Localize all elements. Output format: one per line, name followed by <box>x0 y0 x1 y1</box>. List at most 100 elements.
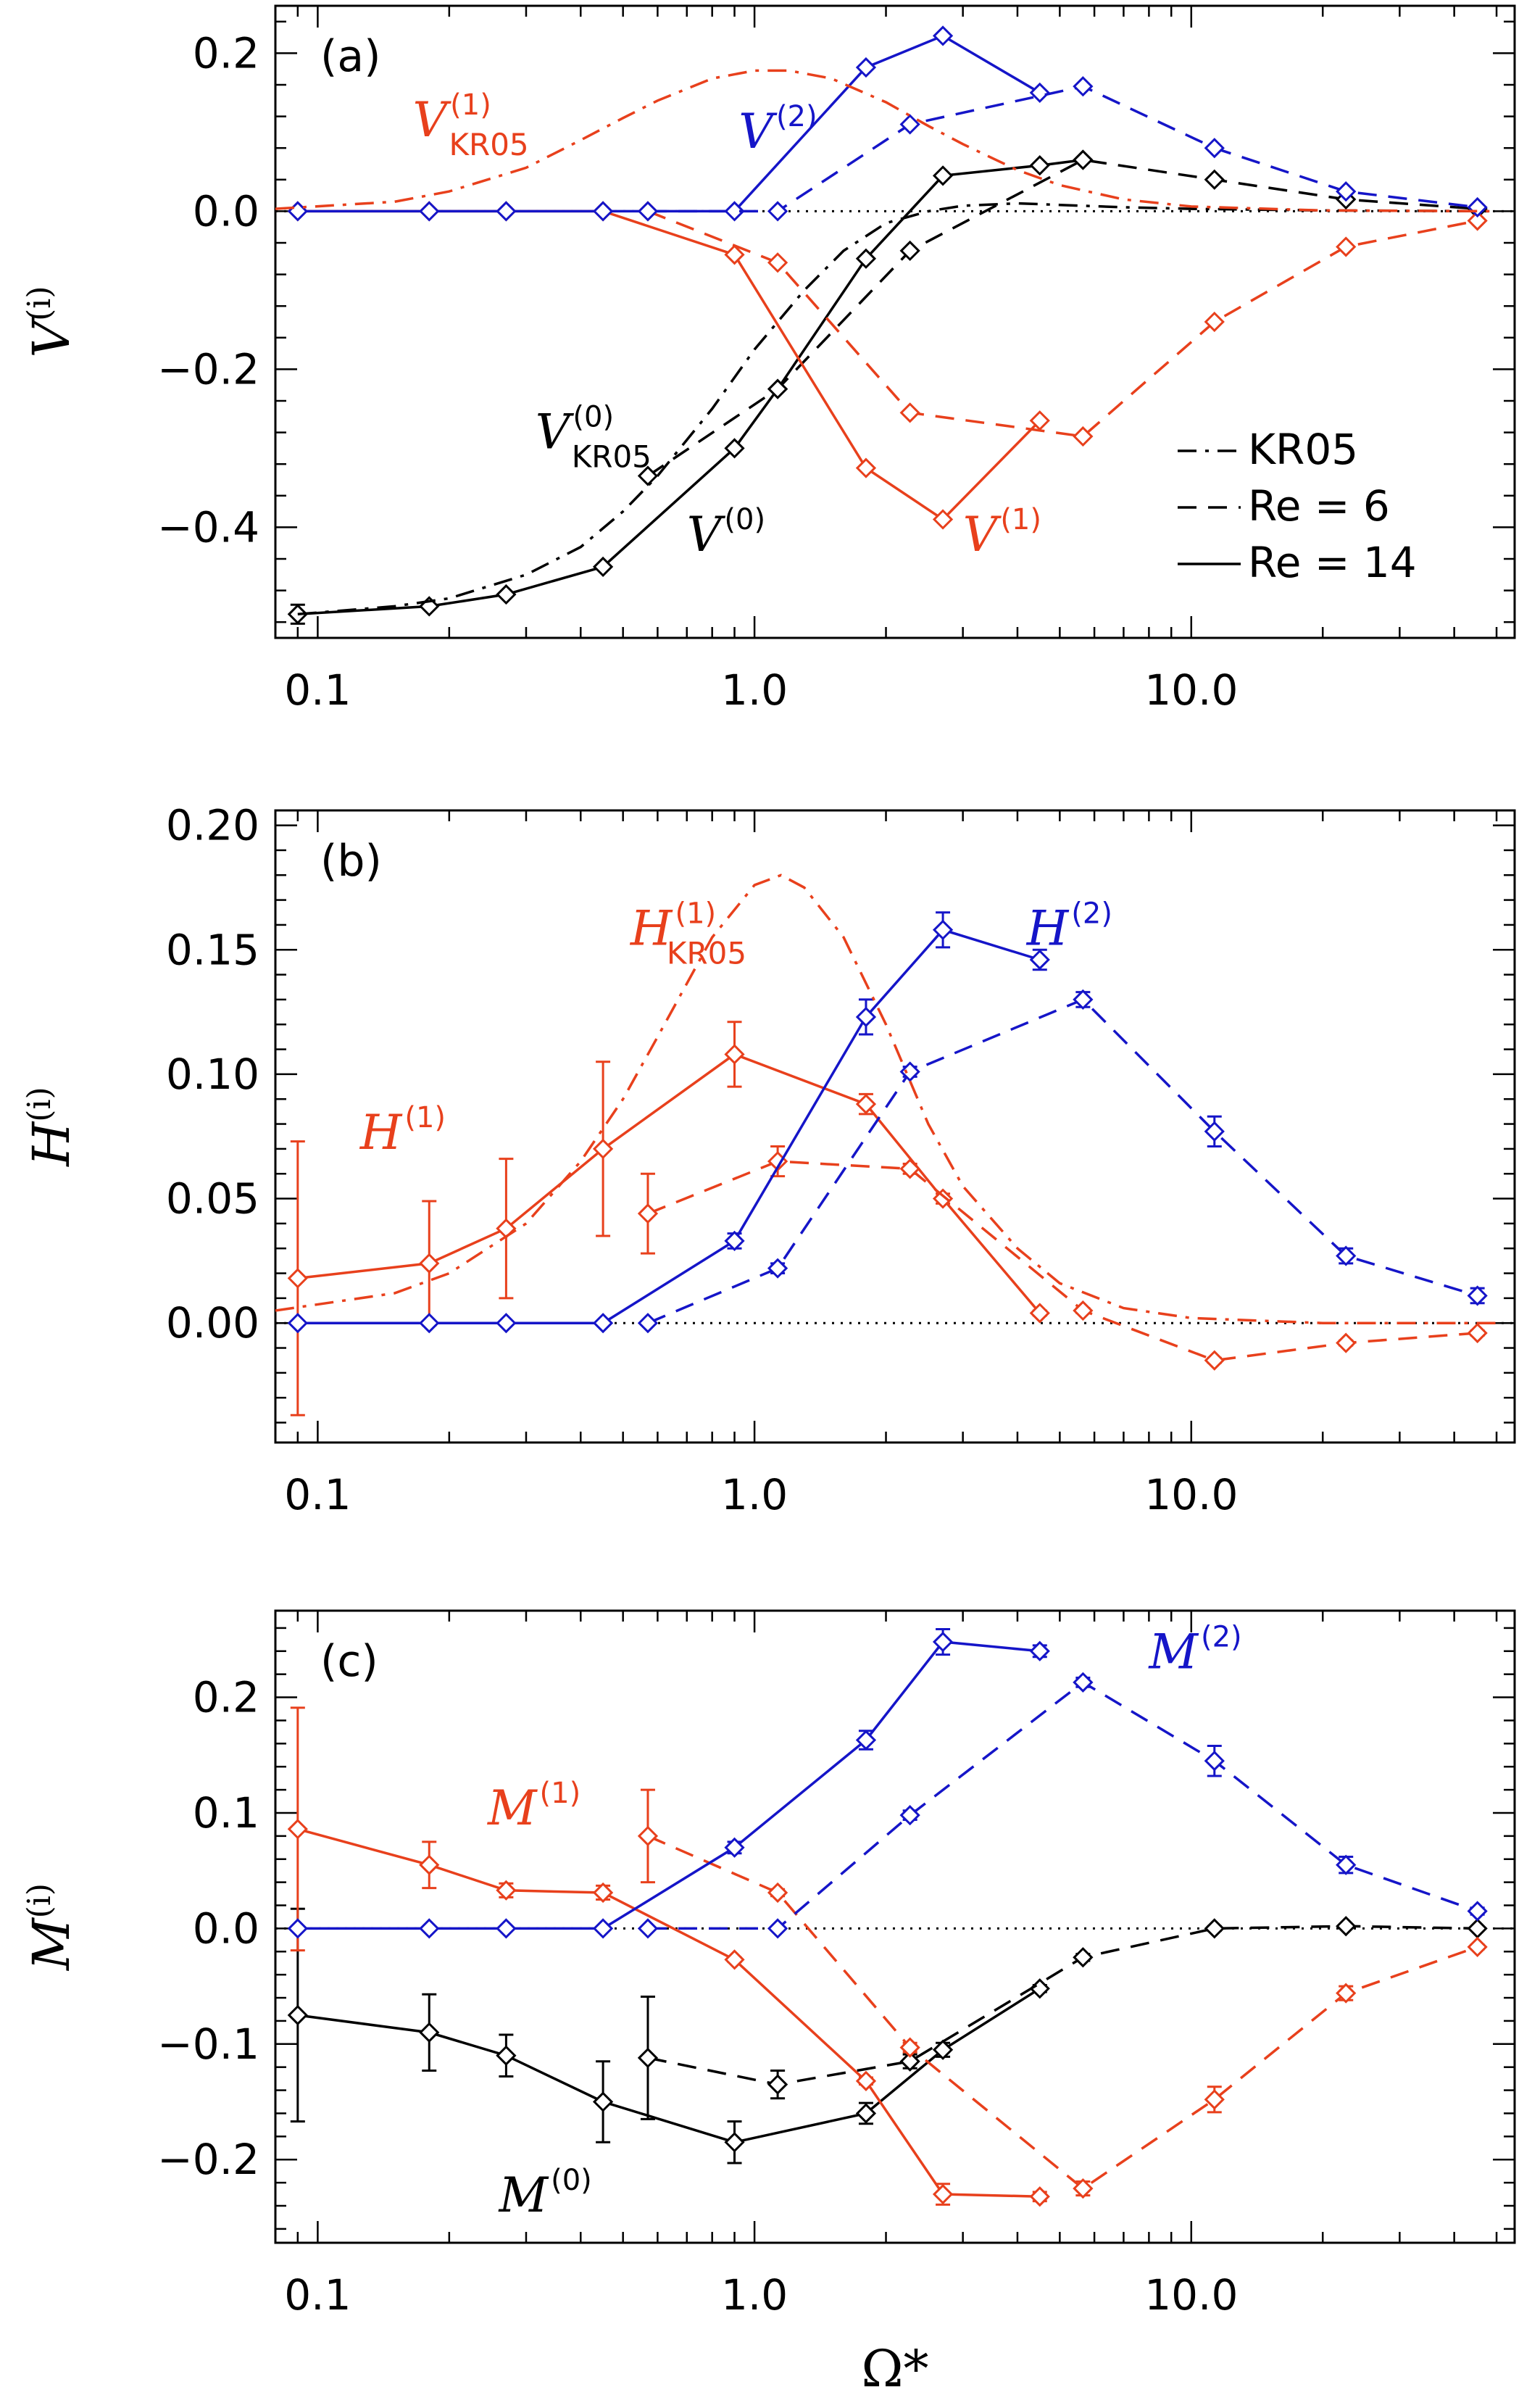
series-line <box>275 873 1497 1324</box>
legend-label: KR05 <box>1248 425 1358 474</box>
legend-label: Re = 14 <box>1248 538 1417 587</box>
y-tick-label: 0.00 <box>166 1298 259 1348</box>
data-point <box>592 1918 614 1939</box>
series-line <box>647 1925 1478 2086</box>
data-point <box>1073 426 1094 447</box>
annotation-sup: (1) <box>404 1101 446 1134</box>
x-tick-label: 1.0 <box>721 665 788 715</box>
series-line <box>297 928 1041 1324</box>
series-annotation: H (1) KR05 <box>630 897 746 971</box>
annotation-main: V <box>963 507 1002 563</box>
data-point <box>1204 2089 1225 2110</box>
data-point <box>932 1188 954 1209</box>
data-point <box>496 201 517 222</box>
y-tick-label: 0.0 <box>193 1904 259 1953</box>
data-point <box>855 457 877 478</box>
y-tick-label: 0.15 <box>166 925 259 974</box>
data-point <box>724 244 745 265</box>
data-point <box>1336 1916 1357 1937</box>
series-h-2-re-6 <box>637 989 1488 1334</box>
x-tick-label: 10.0 <box>1144 1470 1238 1519</box>
data-point <box>1467 1936 1488 1958</box>
y-tick-label: 0.05 <box>166 1174 259 1224</box>
data-point <box>767 1918 788 1939</box>
series-annotation: V (0) <box>687 503 765 563</box>
data-point <box>1336 236 1357 257</box>
axes-frame <box>274 4 1516 639</box>
series-v-0-kr05 <box>297 202 1497 616</box>
data-point <box>1336 1332 1357 1353</box>
series-m-1-re-14 <box>287 1706 1050 2207</box>
data-point <box>724 1837 745 1858</box>
legend-label: Re = 6 <box>1248 481 1390 531</box>
data-point <box>1467 1285 1488 1306</box>
series-v-1-kr05 <box>275 69 1497 213</box>
y-tick-label: −0.1 <box>157 2020 259 2069</box>
data-point <box>1204 1918 1225 1939</box>
data-point <box>637 1918 659 1939</box>
series-line <box>647 1160 1478 1362</box>
panel-label: (b) <box>320 836 382 887</box>
series-h-1-kr05 <box>275 873 1497 1324</box>
data-point <box>1029 1640 1050 1661</box>
data-point <box>419 1253 440 1274</box>
data-point <box>592 201 614 222</box>
data-point <box>899 2051 920 2072</box>
x-tick-label: 0.1 <box>284 1470 351 1519</box>
annotation-sup: (0) <box>724 503 765 536</box>
series-annotation: V (0) KR05 <box>536 400 652 474</box>
series-line <box>297 1053 1041 1314</box>
data-point <box>724 2132 745 2153</box>
data-point <box>1029 82 1050 104</box>
y-tick-label: −0.2 <box>157 2135 259 2184</box>
data-point <box>419 201 440 222</box>
annotation-sub: KR05 <box>667 935 746 971</box>
data-point <box>496 584 517 605</box>
panel-label: (c) <box>320 1636 378 1687</box>
data-point <box>899 1805 920 1826</box>
data-point <box>724 1230 745 1252</box>
data-point <box>287 1819 308 1840</box>
series-m-0-re-14 <box>287 1907 1050 2164</box>
data-point <box>1204 1121 1225 1142</box>
annotation-main: V <box>536 404 575 460</box>
data-point <box>287 2004 308 2026</box>
y-axis-label-main: V <box>22 316 81 357</box>
series-m-2-re-6 <box>637 1672 1488 1939</box>
axes-frame <box>274 1609 1516 2244</box>
data-point <box>724 1044 745 1065</box>
series-line <box>297 34 1041 213</box>
data-point <box>932 165 954 186</box>
y-tick-label: 0.0 <box>193 186 259 236</box>
series-annotation: H (2) <box>1026 897 1112 956</box>
data-point <box>637 2047 659 2069</box>
data-point <box>496 1880 517 1901</box>
data-point <box>1029 949 1050 971</box>
data-point <box>855 57 877 78</box>
data-point <box>592 1138 614 1160</box>
data-point <box>419 2022 440 2043</box>
data-point <box>899 114 920 135</box>
x-tick-label: 1.0 <box>721 1470 788 1519</box>
data-point <box>1029 1303 1050 1324</box>
data-point <box>767 252 788 273</box>
data-point <box>1336 181 1357 202</box>
y-tick-label: 0.2 <box>193 28 259 78</box>
data-point <box>724 201 745 222</box>
annotation-sup: (2) <box>776 100 817 133</box>
y-axis-label: V(i) <box>21 286 81 358</box>
data-point <box>855 1093 877 1115</box>
data-point <box>419 1918 440 1939</box>
x-tick-label: 10.0 <box>1144 665 1238 715</box>
data-point <box>767 1258 788 1279</box>
axes-frame <box>274 809 1516 1444</box>
panel-label: (a) <box>320 31 381 82</box>
panel-c: 0.1 1.0 10.0−0.2−0.10.00.10.2M(i)(c)M (1)M(… <box>21 1609 1516 2320</box>
data-point <box>767 201 788 222</box>
data-point <box>592 2091 614 2112</box>
data-point <box>1204 1751 1225 1772</box>
data-point <box>1467 210 1488 231</box>
data-point <box>637 1825 659 1846</box>
data-point <box>1336 1245 1357 1266</box>
